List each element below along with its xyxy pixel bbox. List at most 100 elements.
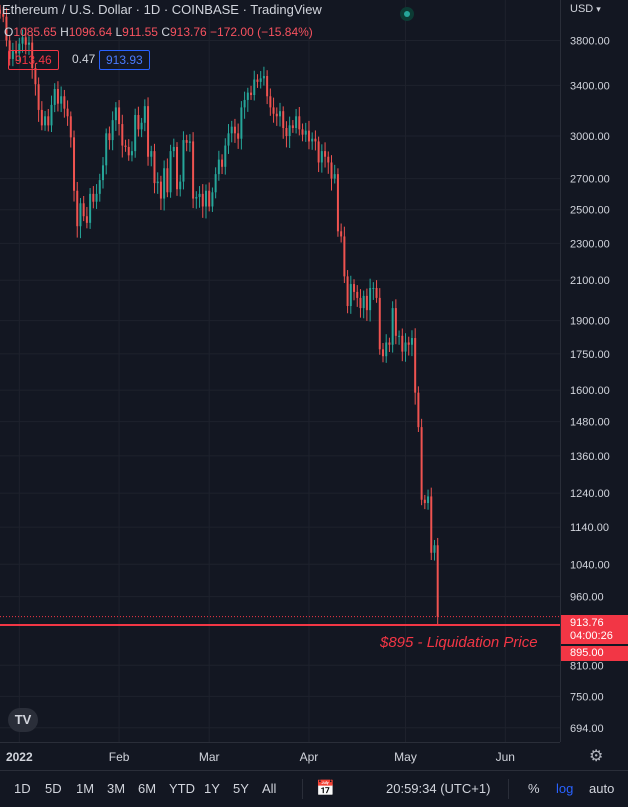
candle-body: [15, 50, 18, 54]
candle-body: [317, 141, 320, 163]
chart-legend: Ethereum / U.S. Dollar · 1D · COINBASE ·…: [2, 2, 322, 17]
candle-body: [288, 125, 291, 137]
symbol-title[interactable]: Ethereum / U.S. Dollar · 1D · COINBASE ·…: [2, 2, 322, 17]
candle-body: [240, 107, 243, 139]
candle-body: [198, 193, 201, 197]
candle-body: [137, 115, 140, 130]
candle-body: [134, 115, 137, 152]
candle-body: [11, 50, 14, 59]
time-tick-label: May: [394, 750, 417, 764]
candle-body: [169, 151, 172, 193]
spread-value: 0.47: [72, 52, 96, 66]
price-tick-label: 1480.00: [570, 417, 610, 429]
log-scale-toggle[interactable]: log: [556, 781, 574, 796]
candle-body: [375, 287, 378, 298]
candle-body: [2, 13, 5, 17]
auto-scale-toggle[interactable]: auto: [589, 781, 615, 796]
candle-body: [427, 496, 430, 504]
clock-readout[interactable]: 20:59:34 (UTC+1): [386, 781, 491, 796]
close-label: C: [161, 25, 170, 39]
range-button-1m[interactable]: 1M: [76, 781, 95, 796]
price-tick-label: 2100.00: [570, 275, 610, 287]
low-value: 911.55: [122, 25, 158, 39]
candle-body: [410, 338, 413, 345]
range-button-6m[interactable]: 6M: [138, 781, 157, 796]
candle-body: [269, 96, 272, 108]
time-axis[interactable]: 2022 Feb Mar Apr May Jun: [0, 742, 560, 770]
price-tick-label: 2500.00: [570, 205, 610, 217]
candle-body: [192, 141, 195, 199]
countdown-value: 04:00:26: [570, 630, 613, 642]
candle-body: [250, 92, 253, 96]
candle-body: [423, 499, 426, 504]
candle-body: [272, 107, 275, 114]
candle-body: [436, 545, 439, 617]
candle-body: [31, 42, 34, 68]
range-button-all[interactable]: All: [262, 781, 277, 796]
candle-body: [237, 133, 240, 139]
chart-area[interactable]: Ethereum / U.S. Dollar · 1D · COINBASE ·…: [0, 0, 560, 742]
candle-body: [34, 67, 37, 85]
range-button-5d[interactable]: 5D: [45, 781, 62, 796]
range-button-3m[interactable]: 3M: [107, 781, 126, 796]
candle-body: [221, 159, 224, 167]
range-button-1y[interactable]: 1Y: [204, 781, 220, 796]
candle-body: [369, 287, 372, 311]
range-button-1d[interactable]: 1D: [14, 781, 31, 796]
candle-body: [385, 342, 388, 357]
candle-body: [95, 193, 98, 202]
candle-body: [391, 308, 394, 345]
candle-body: [166, 168, 169, 193]
candle-body: [40, 109, 43, 126]
price-tick-label: 1600.00: [570, 385, 610, 397]
go-to-date-calendar-icon[interactable]: 📅: [316, 780, 335, 797]
candle-body: [114, 107, 117, 121]
price-tick-label: 3000.00: [570, 131, 610, 143]
candle-body: [105, 133, 108, 166]
candle-body: [150, 151, 153, 157]
open-label: O: [4, 25, 14, 39]
candle-body: [195, 196, 198, 199]
candle-body: [111, 120, 114, 141]
candle-body: [69, 116, 72, 138]
candle-body: [388, 342, 391, 345]
candle-body: [0, 9, 1, 14]
liquidation-annotation: $895 - Liquidation Price: [380, 634, 538, 651]
range-button-5y[interactable]: 5Y: [233, 781, 249, 796]
sell-price-box[interactable]: 913.46: [8, 50, 59, 70]
market-open-indicator-icon[interactable]: [400, 7, 414, 21]
candle-body: [362, 295, 365, 309]
candle-body: [211, 192, 214, 207]
candle-body: [130, 151, 133, 156]
currency-selector[interactable]: USD ▾: [570, 3, 601, 15]
candle-body: [217, 159, 220, 175]
percent-scale-toggle[interactable]: %: [528, 781, 540, 796]
candle-body: [285, 128, 288, 137]
price-tick-label: 750.00: [570, 691, 604, 703]
candle-body: [8, 40, 11, 59]
candle-body: [262, 76, 265, 79]
candle-body: [98, 180, 101, 194]
candle-body: [153, 151, 156, 184]
range-button-ytd[interactable]: YTD: [169, 781, 195, 796]
candle-body: [73, 137, 76, 191]
candle-body: [336, 174, 339, 232]
settings-gear-icon[interactable]: ⚙: [589, 748, 604, 765]
candle-body: [92, 193, 95, 202]
toolbar-divider-2: [508, 779, 509, 799]
candle-body: [381, 349, 384, 357]
candle-body: [172, 146, 175, 152]
candle-body: [224, 145, 227, 167]
buy-price-box[interactable]: 913.93: [99, 50, 150, 70]
candle-body: [56, 89, 59, 104]
tradingview-logo-icon[interactable]: TV: [8, 708, 38, 732]
candle-body: [76, 190, 79, 227]
candle-body: [5, 16, 8, 41]
candle-body: [208, 190, 211, 207]
candle-body: [398, 335, 401, 337]
price-scale[interactable]: USD ▾ 3800.00 3400.00 3000.00 2700.00 2500.0…: [560, 0, 628, 765]
price-tick-label: 960.00: [570, 592, 604, 604]
candle-body: [47, 116, 50, 126]
candlestick-chart[interactable]: [0, 0, 560, 742]
candle-body: [82, 203, 85, 217]
